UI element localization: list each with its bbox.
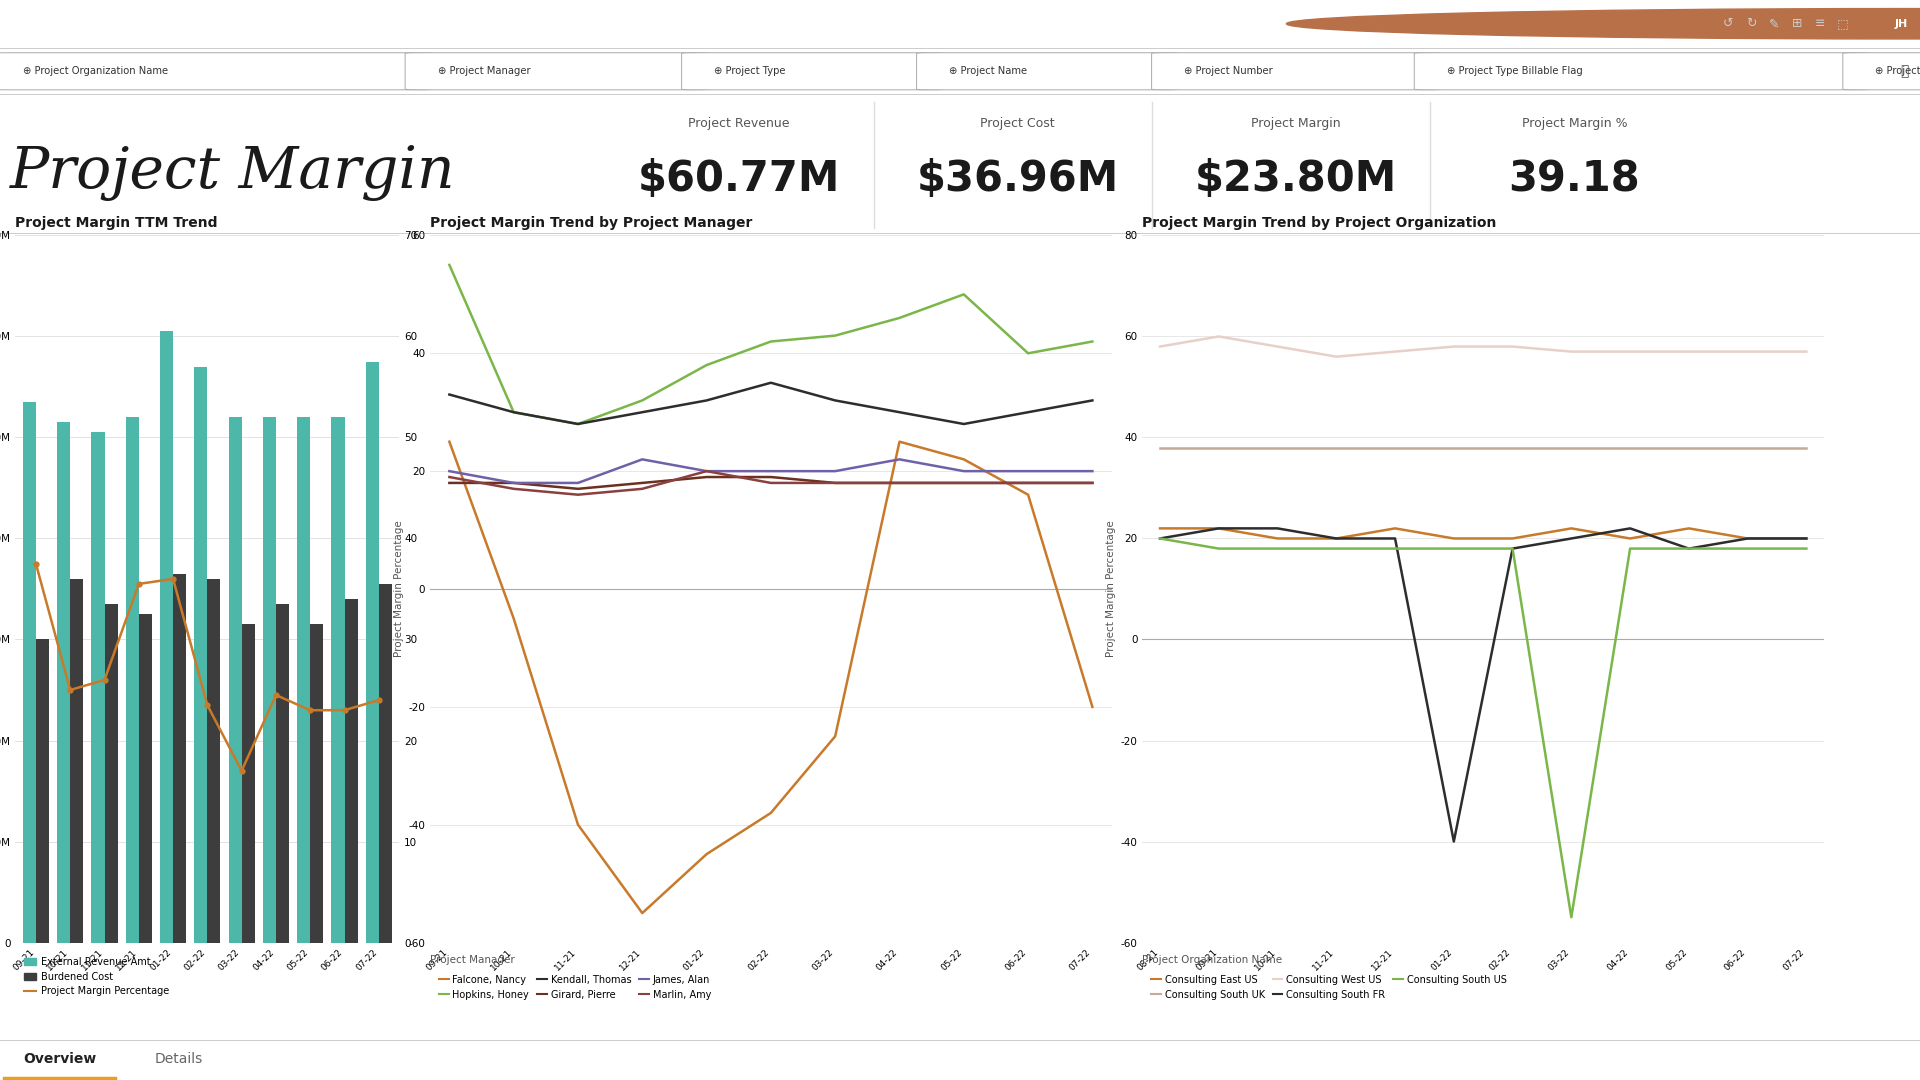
Bar [58,422,71,943]
Bar [36,639,48,943]
FancyBboxPatch shape [1415,53,1870,90]
FancyBboxPatch shape [1152,53,1442,90]
FancyBboxPatch shape [405,53,708,90]
Bar [378,584,392,943]
Legend: Consulting East US, Consulting South UK, Consulting West US, Consulting South FR: Consulting East US, Consulting South UK,… [1148,971,1511,1003]
Text: $36.96M: $36.96M [916,159,1119,200]
Bar [367,362,378,943]
Text: Overview: Overview [23,1052,96,1066]
Text: Project Manager: Project Manager [430,955,515,966]
Bar [92,432,104,943]
Text: Project Margin TTM Trend: Project Margin TTM Trend [15,216,217,230]
Bar [242,624,255,943]
Text: ⊕ Project Manager: ⊕ Project Manager [438,66,530,77]
Text: ⊞: ⊞ [1791,17,1803,30]
Bar [344,599,357,943]
Bar [332,417,344,943]
Bar [263,417,276,943]
Text: Project Margin %: Project Margin % [1521,117,1628,130]
Text: ⊕ Project Type Billable Flag: ⊕ Project Type Billable Flag [1448,66,1582,77]
Circle shape [1286,9,1920,39]
Text: ⊕ Project Type: ⊕ Project Type [714,66,785,77]
FancyBboxPatch shape [1843,53,1920,90]
Text: Project Margin: Project Margin [10,144,455,201]
Text: ⬚: ⬚ [1837,17,1849,30]
Bar [298,417,311,943]
Legend: Falcone, Nancy, Hopkins, Honey, Kendall, Thomas, Girard, Pierre, James, Alan, Ma: Falcone, Nancy, Hopkins, Honey, Kendall,… [436,971,714,1003]
Bar [194,367,207,943]
Text: ⊕ Project Number: ⊕ Project Number [1185,66,1273,77]
Text: ≡: ≡ [1814,17,1826,30]
Text: JH: JH [1895,18,1907,29]
Bar [138,615,152,943]
Text: ⊕ Project Name: ⊕ Project Name [948,66,1027,77]
FancyBboxPatch shape [0,53,432,90]
Text: ⊕ Project Status: ⊕ Project Status [1876,66,1920,77]
Text: Project Cost: Project Cost [981,117,1054,130]
Bar [228,417,242,943]
Text: 39.18: 39.18 [1509,159,1640,200]
Bar [23,402,36,943]
Bar [104,604,117,943]
Text: ←   Project Margin Analysis: ← Project Margin Analysis [10,15,252,32]
Bar [159,332,173,943]
Legend: External Revenue Amt, Burdened Cost, Project Margin Percentage: External Revenue Amt, Burdened Cost, Pro… [21,953,173,1000]
Bar [127,417,138,943]
Text: $23.80M: $23.80M [1194,159,1398,200]
Text: ⊕ Project Organization Name: ⊕ Project Organization Name [23,66,169,77]
Text: Project Organization Name: Project Organization Name [1142,955,1283,966]
Text: ↺: ↺ [1722,17,1734,30]
Bar [311,624,323,943]
Text: Project Revenue: Project Revenue [689,117,789,130]
Text: Details: Details [154,1052,204,1066]
Text: Project Margin Trend by Project Manager: Project Margin Trend by Project Manager [430,216,753,230]
Text: $60.77M: $60.77M [637,159,841,200]
Bar [173,573,186,943]
Bar [4,1039,115,1080]
Text: Project Margin: Project Margin [1252,117,1340,130]
Bar [71,579,83,943]
Y-axis label: Project Margin Percentage: Project Margin Percentage [1106,521,1117,658]
FancyBboxPatch shape [916,53,1179,90]
Bar [276,604,288,943]
Y-axis label: Project Margin Percentage: Project Margin Percentage [394,521,405,658]
Text: Project Margin Trend by Project Organization: Project Margin Trend by Project Organiza… [1142,216,1498,230]
Text: ↻: ↻ [1745,17,1757,30]
FancyBboxPatch shape [682,53,943,90]
Text: ⛉: ⛉ [1901,65,1908,78]
Bar [207,579,221,943]
Text: ✎: ✎ [1768,17,1780,30]
